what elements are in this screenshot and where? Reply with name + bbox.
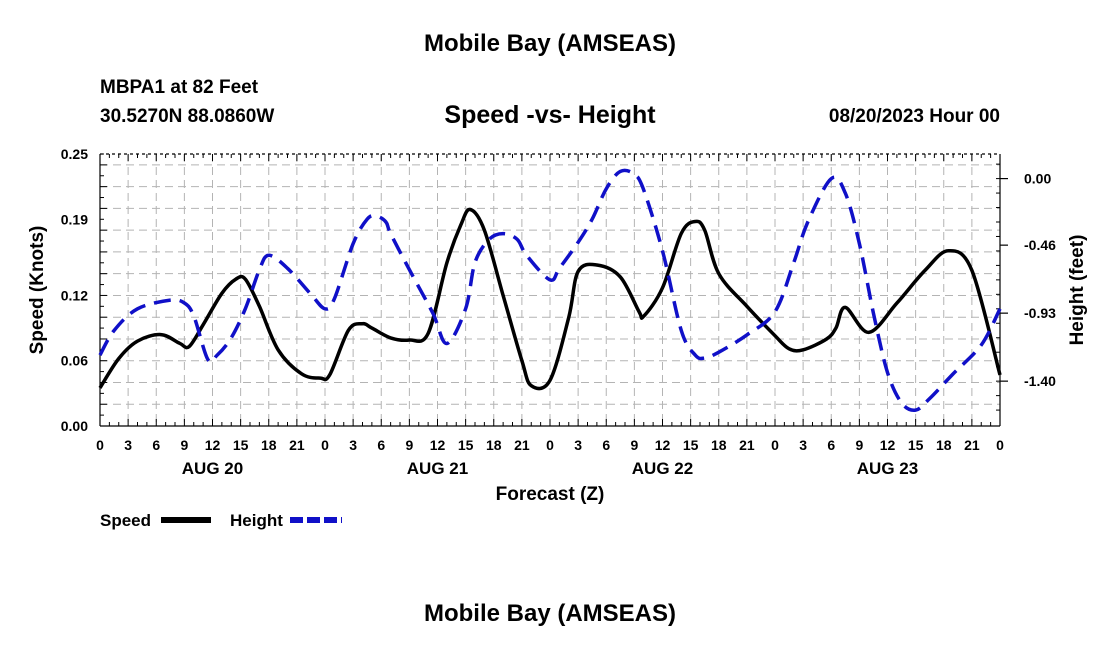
station-label: MBPA1 at 82 Feet [100, 77, 259, 98]
x-tick-label: 18 [936, 437, 952, 453]
x-tick-label: 9 [405, 437, 413, 453]
x-tick-label: 0 [96, 437, 104, 453]
x-tick-label: 12 [880, 437, 896, 453]
x-tick-label: 15 [458, 437, 474, 453]
y-right-tick-label: 0.00 [1024, 171, 1051, 187]
x-tick-label: 9 [630, 437, 638, 453]
x-tick-label: 12 [205, 437, 221, 453]
x-tick-label: 0 [321, 437, 329, 453]
next-chart-title: Mobile Bay (AMSEAS) [423, 600, 677, 627]
x-tick-label: 0 [546, 437, 554, 453]
chart-subtitle: Speed -vs- Height [444, 101, 656, 129]
y-left-tick-label: 0.00 [61, 418, 88, 434]
speed-series-line [98, 207, 1002, 391]
x-tick-label: 18 [486, 437, 502, 453]
x-tick-label: 12 [655, 437, 671, 453]
x-tick-label: 15 [233, 437, 249, 453]
x-tick-label: 21 [739, 437, 755, 453]
x-tick-label: 9 [180, 437, 188, 453]
forecast-run-time: 08/20/2023 Hour 00 [828, 106, 1000, 127]
y-left-tick-label: 0.12 [61, 287, 88, 303]
x-tick-label: 0 [771, 437, 779, 453]
x-tick-label: 21 [514, 437, 530, 453]
x-tick-label: 18 [711, 437, 727, 453]
x-tick-label: 3 [124, 437, 132, 453]
legend-speed-label: Speed [100, 511, 151, 530]
y-left-tick-label: 0.19 [61, 211, 88, 227]
x-tick-label: 6 [602, 437, 610, 453]
y-right-tick-label: -0.46 [1024, 237, 1056, 253]
x-tick-label: 3 [349, 437, 357, 453]
x-tick-label: 9 [855, 437, 863, 453]
y-right-tick-label: -1.40 [1024, 373, 1056, 389]
y-left-tick-label: 0.25 [61, 146, 88, 162]
x-tick-label: 18 [261, 437, 277, 453]
day-label: AUG 22 [632, 459, 693, 478]
x-tick-label: 6 [152, 437, 160, 453]
y-right-axis-title: Height (feet) [1067, 235, 1088, 346]
x-tick-label: 15 [683, 437, 699, 453]
height-series-line [98, 168, 1002, 412]
y-left-axis-title: Speed (Knots) [27, 226, 48, 355]
x-tick-label: 21 [289, 437, 305, 453]
x-tick-label: 6 [827, 437, 835, 453]
station-coordinates: 30.5270N 88.0860W [100, 106, 275, 127]
day-label: AUG 23 [857, 459, 918, 478]
chart-main-title: Mobile Bay (AMSEAS) [423, 30, 677, 57]
x-tick-label: 15 [908, 437, 924, 453]
day-label: AUG 20 [182, 459, 243, 478]
x-tick-label: 3 [574, 437, 582, 453]
x-tick-label: 3 [799, 437, 807, 453]
x-tick-label: 0 [996, 437, 1004, 453]
y-left-tick-label: 0.06 [61, 353, 88, 369]
x-tick-label: 21 [964, 437, 980, 453]
x-tick-label: 6 [377, 437, 385, 453]
y-right-tick-label: -0.93 [1024, 305, 1056, 321]
x-tick-label: 12 [430, 437, 446, 453]
day-label: AUG 21 [407, 459, 468, 478]
legend-height-label: Height [230, 511, 283, 530]
x-axis-title: Forecast (Z) [496, 484, 605, 505]
